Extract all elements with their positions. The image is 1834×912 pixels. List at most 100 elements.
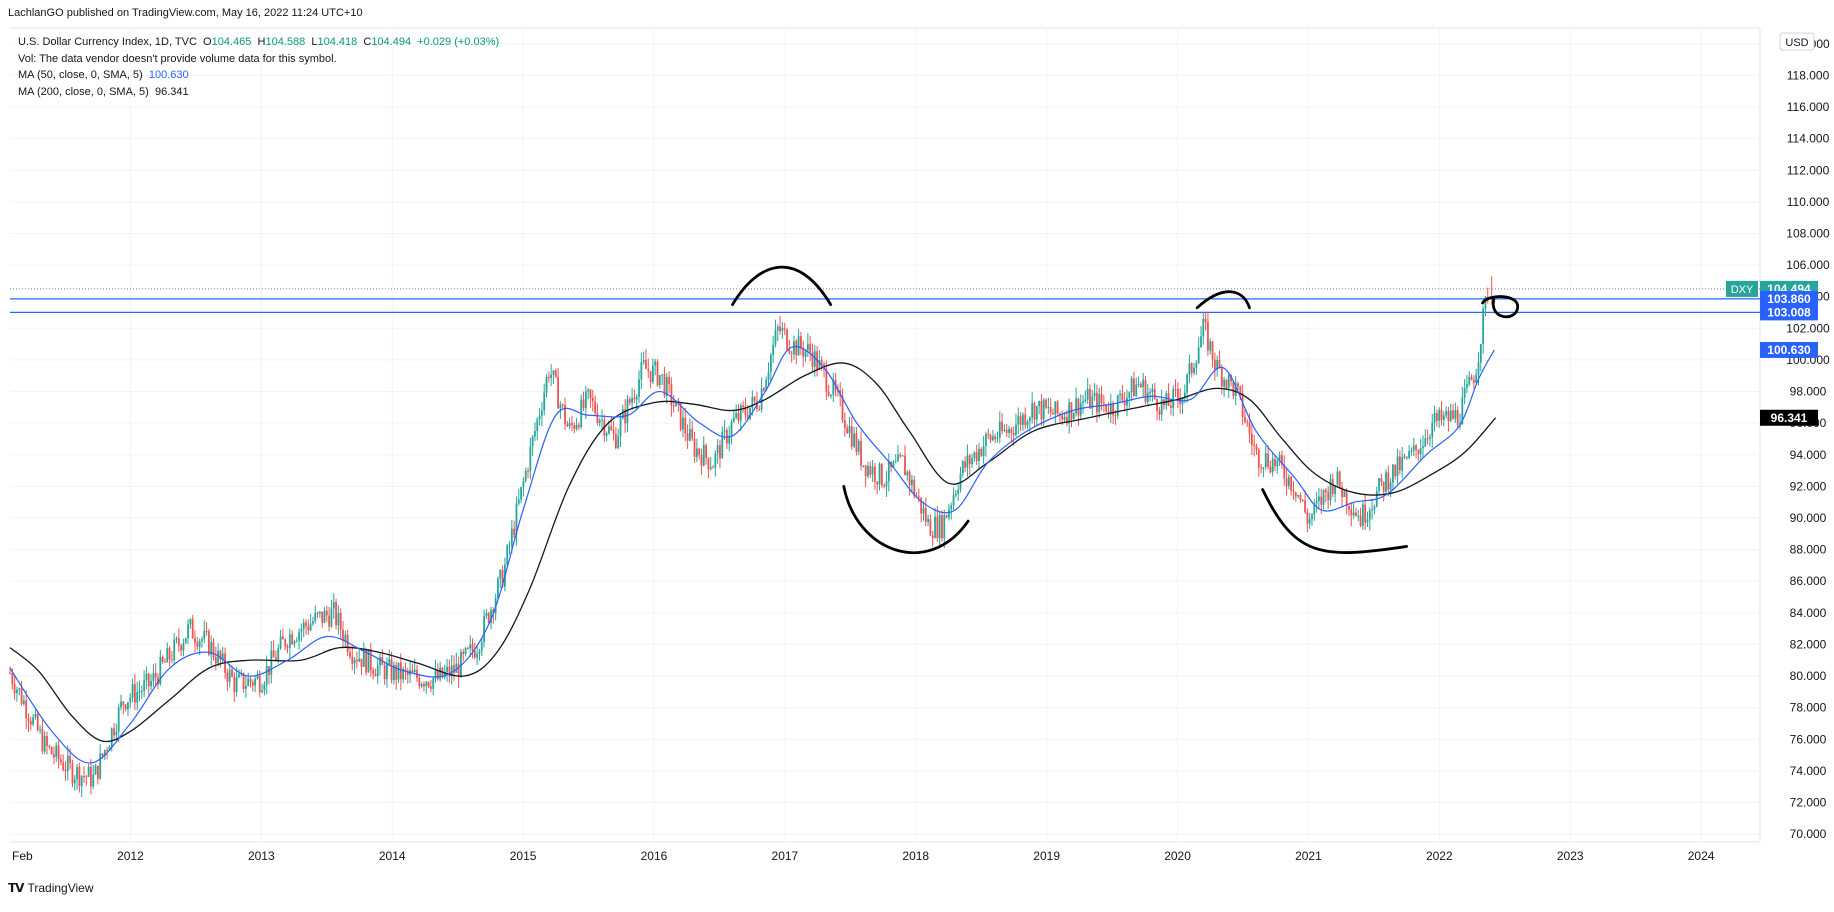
candle-body [524,470,527,481]
candle-body [335,601,337,626]
drawing-arc-top[interactable] [1195,290,1251,310]
candle-body [1387,472,1390,490]
candle-body [1422,446,1424,449]
drawings[interactable] [731,265,1520,555]
candle-body [584,391,587,409]
candle-body [985,434,987,446]
candle-body [66,755,69,772]
candle-body [140,691,143,693]
low-value: 104.418 [317,36,358,48]
candle-body [203,630,206,639]
candle-body [360,658,363,667]
candle-body [998,421,1001,438]
candle-body [390,659,393,681]
candle-body [427,682,430,687]
candle-body [654,361,657,366]
candle-body [1281,455,1283,465]
price-badge [1760,304,1818,321]
candle-body [1345,489,1348,507]
candle-body [656,361,659,386]
candle-body [1452,410,1454,419]
candle-body [1366,519,1369,523]
candle-body [261,690,263,693]
candle-body [69,755,72,764]
candle-body [1294,492,1297,497]
candle-body [284,639,287,647]
candle-body [568,423,571,427]
candle-body [554,370,557,377]
legend-ma200-row[interactable]: MA (200, close, 0, SMA, 5) 96.341 [18,84,499,101]
candle-body [853,433,855,447]
candle-body [386,663,388,680]
candle-body [1176,389,1179,398]
candle-body [238,674,240,678]
candle-body [497,578,499,599]
candle-body [1382,481,1385,492]
x-tick-label: 2019 [1033,849,1060,863]
candle-body [561,404,564,406]
candle-body [665,377,668,396]
drawing-arc-bottom[interactable] [842,484,970,555]
moving-averages [9,345,1497,764]
candle-body [941,515,943,539]
candle-body [25,700,28,719]
candle-body [1045,399,1047,408]
candle-body [746,414,749,419]
currency-chip[interactable] [1779,32,1815,51]
tradingview-logo[interactable]: 𝗧𝗩 TradingView [8,881,94,895]
candle-body [1167,393,1170,406]
candle-body [672,405,675,407]
candle-body [133,684,136,703]
x-tick-label: 2013 [248,849,275,863]
candle-body [300,629,303,632]
candle-body [631,397,633,403]
candle-body [265,666,268,685]
candle-body [978,448,980,462]
candle-body [968,455,971,465]
candle-body [78,766,81,787]
candle-body [1123,400,1126,406]
horizontal-lines[interactable] [10,288,1760,313]
x-tick-label: 2020 [1164,849,1191,863]
x-tick-label: 2018 [902,849,929,863]
change-value: +0.029 (+0.03%) [417,36,500,48]
candle-body [402,668,405,680]
candle-body [242,673,245,689]
candle-body [765,380,768,391]
candle-body [376,665,379,677]
drawing-loop[interactable] [1481,295,1520,319]
candle-body [1049,406,1052,413]
candle-body [397,662,400,680]
candle-body [221,653,224,660]
candle-body [1290,476,1293,491]
y-tick-label: 70.000 [1790,827,1827,841]
candle-body [534,431,536,437]
candle-body [446,666,448,672]
candle-body [543,392,546,411]
candle-body [545,376,548,393]
candle-body [1419,448,1422,455]
candle-body [742,405,744,407]
candle-body [1239,386,1242,394]
candle-body [571,423,573,426]
legend-ma50-row[interactable]: MA (50, close, 0, SMA, 5) 100.630 [18,67,499,84]
candle-body [164,661,166,663]
candle-body [1253,445,1256,447]
drawing-arc-top[interactable] [731,265,833,307]
candle-body [1445,410,1448,416]
time-axis[interactable]: Feb 2012 2013 2014 2015 2016 2017 2018 2019 2020 2… [12,849,1715,863]
candle-body [305,622,307,627]
candle-body [330,608,333,627]
price-axis[interactable]: 70.000 72.000 74.000 76.000 78.000 80.000 82.0… [1779,32,1830,841]
candle-body [931,535,934,538]
drawing-arc-bottom[interactable] [1261,488,1408,554]
candle-body [1183,392,1186,399]
candle-body [1479,343,1482,363]
candle-body [1174,388,1177,390]
candle-body [901,455,904,457]
candle-body [1022,414,1024,425]
candle-body [615,434,617,448]
candle-body [309,623,312,631]
